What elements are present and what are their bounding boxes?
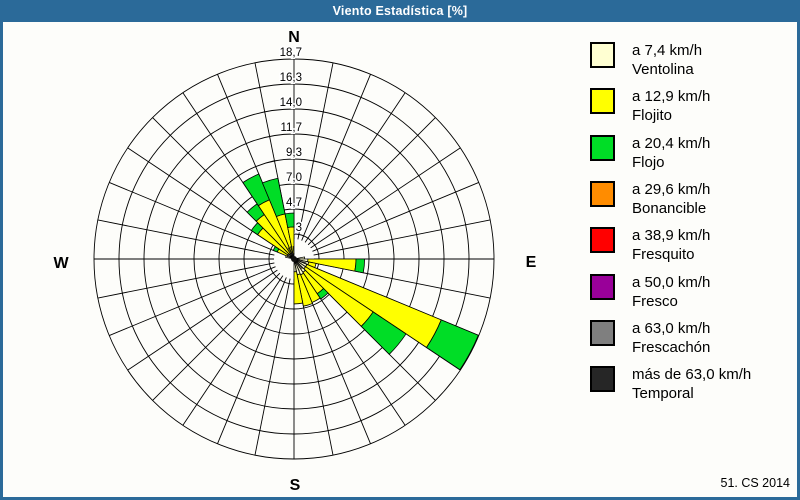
legend-speed-label: a 50,0 km/h [632,274,711,291]
rose-petal-flojo [261,177,286,218]
grid-spoke [297,62,334,240]
legend-speed-label: a 12,9 km/h [632,88,711,105]
grid-spoke [109,182,276,252]
radial-tick-label: 18,7 [280,47,302,59]
legend-item-frescachon: a 63,0 km/h Frescachón [590,320,790,366]
grid-spoke [301,277,371,444]
grid-spoke [254,278,291,456]
legend-item-bonancible: a 29,6 km/h Bonancible [590,181,790,227]
center-spike [294,259,297,272]
legend-name-label: Fresquito [632,246,695,263]
legend-speed-label: a 20,4 km/h [632,135,711,152]
center-spike [294,259,307,264]
grid-spoke [182,275,284,426]
legend-speed-label: a 7,4 km/h [632,42,703,59]
radial-tick-label: 4,7 [286,197,302,209]
rose-petal-flojo [360,311,407,355]
legend-swatch-bonancible [590,181,615,207]
legend-swatch-flojo [590,135,615,161]
legend-item-flojo: a 20,4 km/h Flojo [590,135,790,181]
title-bar: Viento Estadística [%] [0,0,800,22]
center-spike [294,259,306,267]
legend-item-fresquito: a 38,9 km/h Fresquito [590,227,790,273]
legend-item-ventolina: a 7,4 km/h Ventolina [590,42,790,88]
compass-label-n: N [288,29,300,46]
grid-spoke [312,182,479,252]
grid-spoke [313,219,491,256]
legend-label-flojo: a 20,4 km/h Flojo [632,134,710,172]
legend-name-label: Frescachón [632,339,711,356]
legend-name-label: Flojito [632,107,673,124]
grid-spoke [304,275,406,426]
rose-petal-flojo [242,173,270,207]
legend-label-ventolina: a 7,4 km/h Ventolina [632,41,702,79]
grid-spoke [97,219,275,256]
compass-label-s: S [290,477,301,494]
legend-swatch-flojito [590,88,615,114]
radial-tick-label: 11,7 [280,122,302,134]
center-spike [294,259,303,270]
rose-petal-flojo [284,212,295,229]
legend-speed-label: más de 63,0 km/h [632,366,752,383]
compass-label-e: E [526,254,537,271]
legend-speed-label: a 63,0 km/h [632,320,711,337]
legend-swatch-fresco [590,274,615,300]
legend-label-flojito: a 12,9 km/h Flojito [632,87,710,125]
legend-name-label: Bonancible [632,200,707,217]
grid-spoke [304,92,406,243]
grid-spoke [109,266,276,336]
center-spike [294,259,300,272]
legend-name-label: Flojo [632,154,665,171]
legend-name-label: Temporal [632,385,694,402]
center-spike [287,247,294,259]
legend-label-fresquito: a 38,9 km/h Fresquito [632,226,710,264]
rose-petal-flojo [316,287,329,300]
grid-spoke [152,272,281,401]
grid-spoke [310,147,461,249]
legend-swatch-fresquito [590,227,615,253]
grid-spoke [297,278,334,456]
legend-swatch-frescachon [590,320,615,346]
grid-spoke [127,269,278,371]
radial-tick-label: 14,0 [280,97,302,109]
legend-speed-label: a 29,6 km/h [632,181,711,198]
legend-speed-label: a 38,9 km/h [632,227,711,244]
legend-name-label: Fresco [632,293,678,310]
grid-spoke [301,74,371,241]
rose-petal-flojito [296,273,313,307]
center-spike [289,246,294,259]
rose-petal-flojito [293,271,304,305]
legend-item-temporal: más de 63,0 km/h Temporal [590,366,790,412]
radial-tick-label: 9,3 [286,147,302,159]
grid-spoke [217,277,287,444]
legend-item-fresco: a 50,0 km/h Fresco [590,274,790,320]
window-title: Viento Estadística [%] [332,4,468,18]
radial-tick-label: 7,0 [286,172,302,184]
radial-tick-label: 16,3 [280,72,302,84]
legend-label-bonancible: a 29,6 km/h Bonancible [632,180,710,218]
center-spike [292,246,294,259]
legend-label-fresco: a 50,0 km/h Fresco [632,273,710,311]
legend-name-label: Ventolina [632,61,694,78]
legend-item-flojito: a 12,9 km/h Flojito [590,88,790,134]
rose-petal-flojo [354,258,365,274]
grid-spoke [307,117,436,246]
rose-petal-flojo [425,319,479,371]
grid-spoke [97,262,275,299]
legend-label-frescachon: a 63,0 km/h Frescachón [632,319,710,357]
compass-label-w: W [53,255,69,272]
legend-swatch-temporal [590,366,615,392]
legend-label-temporal: más de 63,0 km/h Temporal [632,365,751,403]
credit-text: 51. CS 2014 [720,476,791,490]
center-dot [291,256,297,262]
legend-swatch-ventolina [590,42,615,68]
